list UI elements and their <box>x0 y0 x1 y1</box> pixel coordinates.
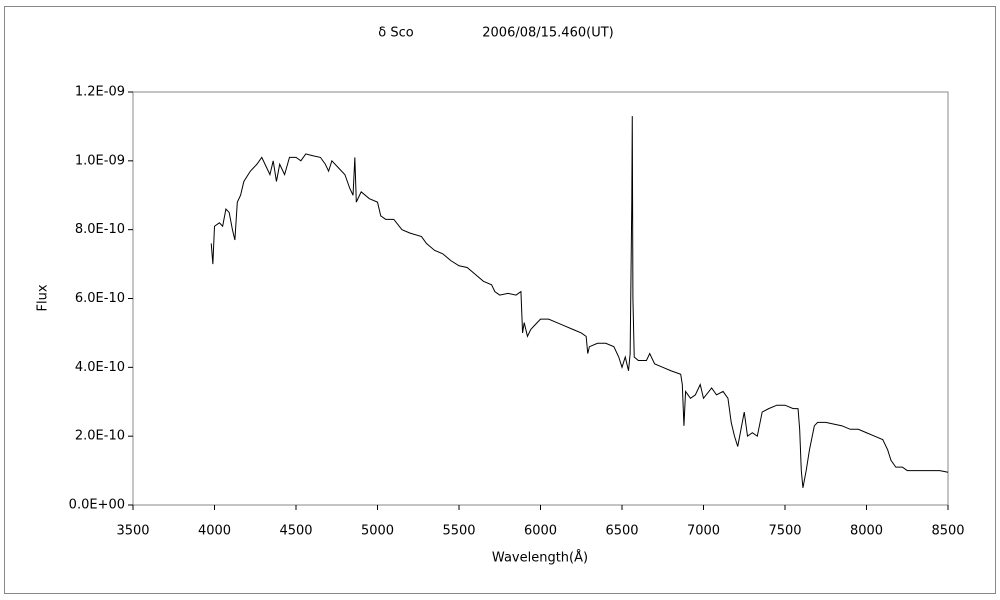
x-axis-label: Wavelength(Å) <box>492 550 588 566</box>
x-tick-label: 8000 <box>850 524 883 539</box>
x-tick-label: 4500 <box>279 524 312 539</box>
plot-area <box>132 91 949 506</box>
chart-frame <box>4 6 996 594</box>
y-tick-label: 6.0E-10 <box>75 291 125 306</box>
x-tick-label: 6000 <box>524 524 557 539</box>
x-tick-label: 6500 <box>605 524 638 539</box>
chart-title: δ Sco <box>378 26 413 41</box>
x-tick-label: 7000 <box>687 524 720 539</box>
y-tick-label: 4.0E-10 <box>75 360 125 375</box>
x-tick-label: 5500 <box>442 524 475 539</box>
x-tick-label: 3500 <box>116 524 149 539</box>
y-tick-label: 1.2E-09 <box>75 85 125 100</box>
y-tick-label: 1.0E-09 <box>75 153 125 168</box>
y-tick-label: 2.0E-10 <box>75 429 125 444</box>
spectrum-line <box>210 116 949 488</box>
chart-date: 2006/08/15.460(UT) <box>482 26 613 41</box>
x-tick-label: 4000 <box>198 524 231 539</box>
x-tick-label: 7500 <box>768 524 801 539</box>
x-tick-label: 5000 <box>361 524 394 539</box>
y-tick-label: 0.0E+00 <box>69 498 125 513</box>
x-tick-label: 8500 <box>931 524 964 539</box>
y-tick-label: 8.0E-10 <box>75 222 125 237</box>
y-axis-label: Flux <box>36 284 51 311</box>
